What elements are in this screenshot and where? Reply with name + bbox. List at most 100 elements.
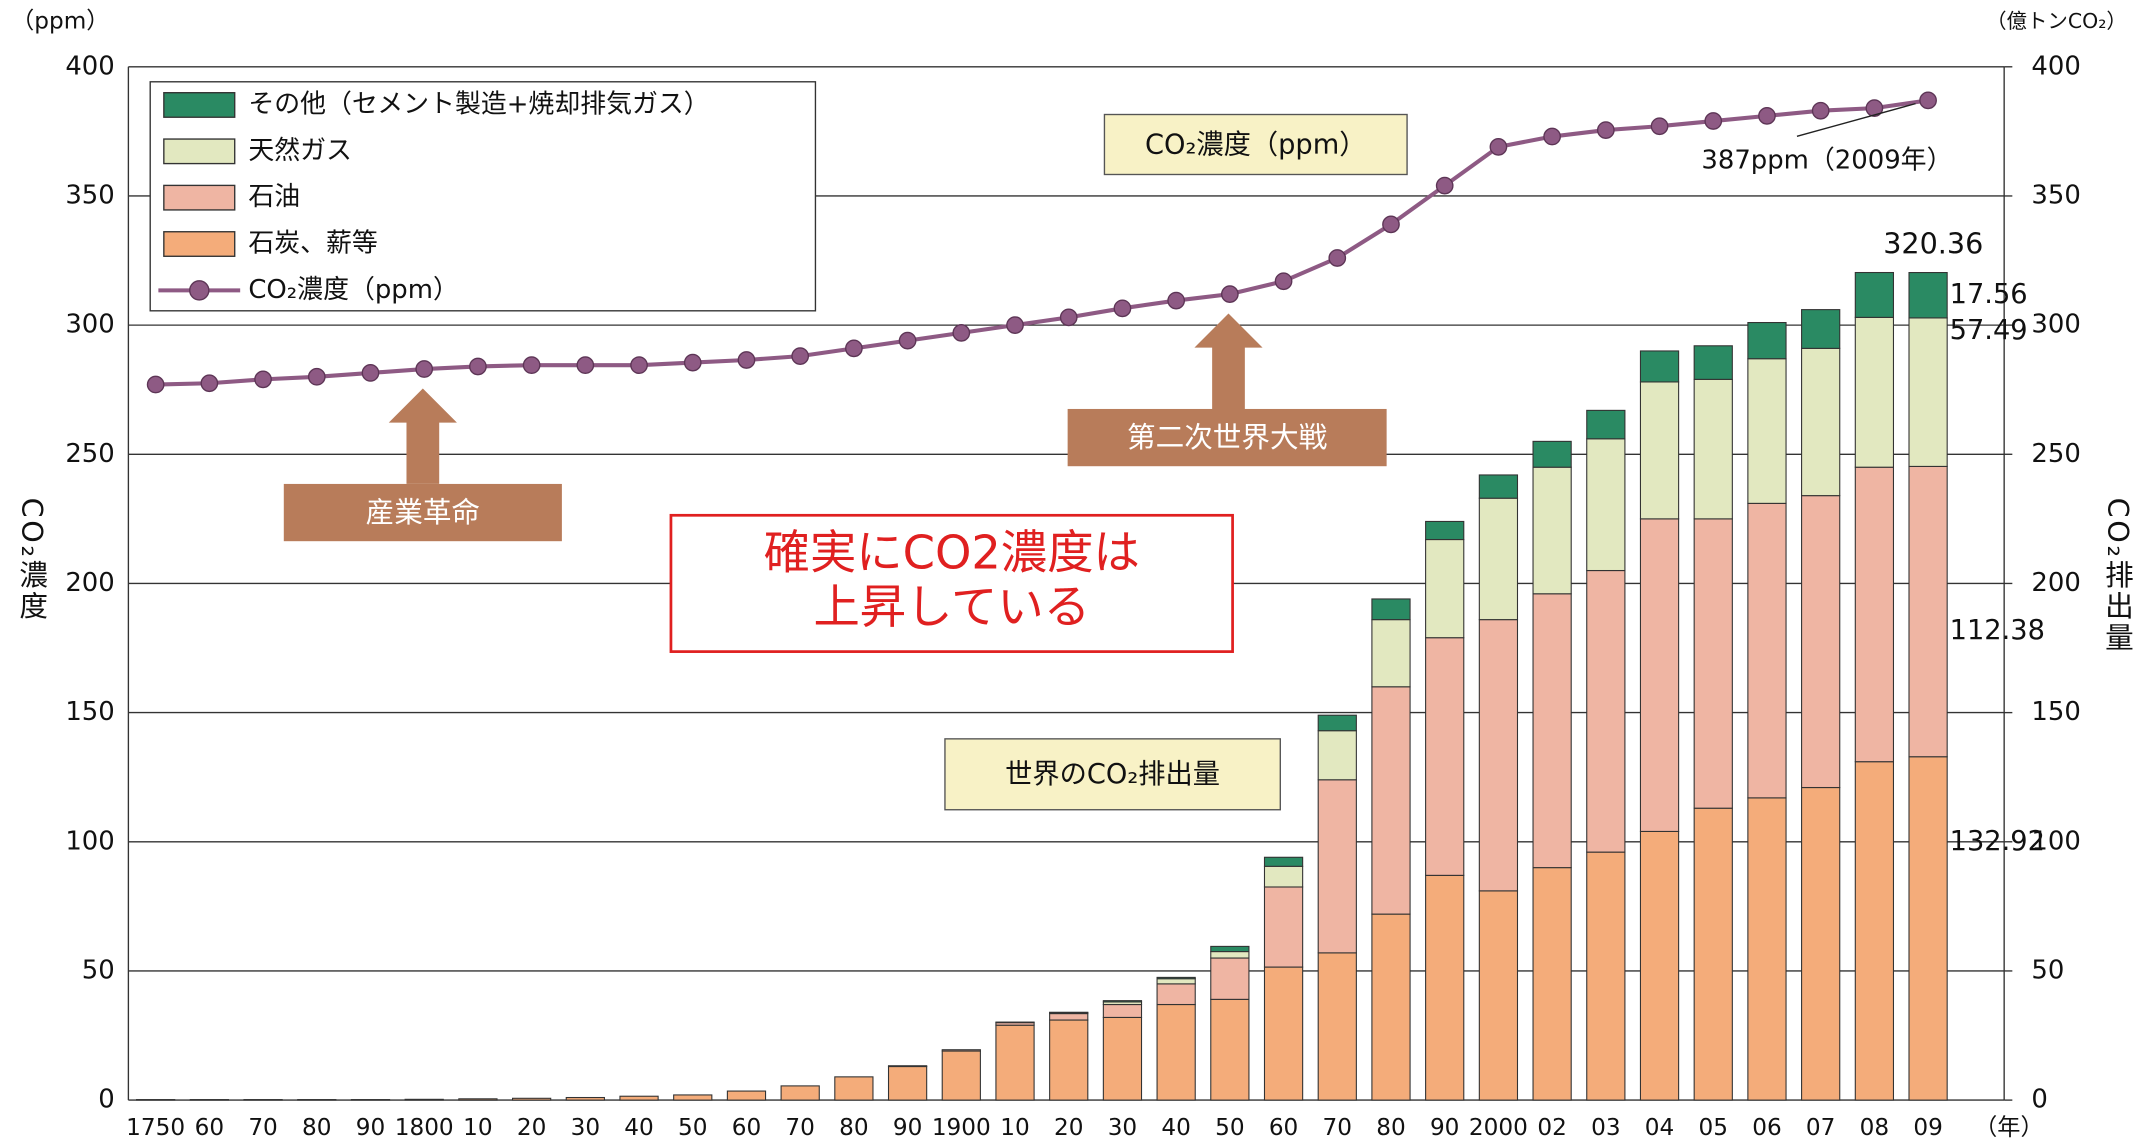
- point: [1919, 91, 1937, 110]
- y-tick-label: 200: [65, 568, 114, 598]
- bar-segment: [1049, 1019, 1089, 1101]
- legend-marker: [189, 280, 210, 301]
- point: [1167, 291, 1186, 310]
- x-tick-label: 50: [678, 1114, 707, 1141]
- data-label: 17.56: [1950, 279, 2028, 310]
- x-tick-label: 20: [517, 1114, 546, 1141]
- legend-label: CO₂濃度（ppm）: [248, 275, 458, 305]
- x-tick-label: 06: [1752, 1114, 1781, 1141]
- bar-segment: [1639, 518, 1680, 832]
- bar-segment: [1532, 466, 1572, 595]
- y2-tick-label: 200: [2031, 568, 2080, 598]
- bar-segment: [1263, 856, 1304, 867]
- y-tick-label: 50: [82, 955, 115, 985]
- bar-segment: [1156, 983, 1196, 1006]
- label-box: [1103, 113, 1408, 176]
- bar-segment: [1371, 619, 1411, 688]
- point: [200, 374, 219, 393]
- bar-segment: [1908, 756, 1948, 1101]
- bar-segment: [1210, 951, 1250, 959]
- unit-label: （億トンCO₂）: [1986, 9, 2127, 33]
- x-tick-label: 1750: [126, 1114, 185, 1141]
- bar-segment: [1801, 786, 1841, 1101]
- point: [1543, 127, 1561, 146]
- point: [898, 331, 917, 350]
- bar-segment: [1371, 598, 1411, 621]
- bar-segment: [1102, 1016, 1143, 1101]
- x-tick-label: 70: [248, 1114, 277, 1141]
- arrow: [1194, 313, 1263, 409]
- bar-segment: [1102, 1000, 1143, 1003]
- point: [254, 370, 272, 389]
- point: [1435, 176, 1454, 195]
- x-tick-label: 1800: [395, 1114, 454, 1141]
- point: [1220, 285, 1239, 303]
- bar-segment: [887, 1065, 928, 1101]
- bar-segment: [1156, 1003, 1196, 1101]
- bar-segment: [1747, 502, 1787, 799]
- bar-segment: [1908, 317, 1948, 467]
- bar-segment: [1586, 409, 1626, 440]
- legend-swatch: [163, 231, 236, 257]
- x-tick-label: 60: [732, 1114, 761, 1141]
- bar-segment: [1639, 830, 1680, 1101]
- annotation: 第二次世界大戦: [1127, 420, 1328, 454]
- bar-segment: [1049, 1011, 1089, 1014]
- unit-label: （年）: [1974, 1114, 2043, 1141]
- x-tick-label: 90: [1430, 1114, 1459, 1141]
- bar-segment: [887, 1065, 928, 1068]
- annotation: 上昇している: [813, 580, 1090, 634]
- bar-segment: [941, 1049, 981, 1052]
- bar-segment: [1425, 538, 1465, 639]
- bar-segment: [1908, 465, 1948, 758]
- bar-segment: [1317, 714, 1357, 732]
- point: [1006, 316, 1024, 334]
- bar-segment: [297, 1099, 337, 1101]
- annotation: 320.36: [1883, 226, 1983, 260]
- x-tick-label: 20: [1054, 1114, 1083, 1141]
- point: [1328, 249, 1347, 267]
- x-tick-label: 60: [1269, 1114, 1298, 1141]
- x-tick-label: 30: [1108, 1114, 1137, 1141]
- x-tick-label: 80: [1376, 1114, 1405, 1141]
- legend-label: 石油: [248, 182, 300, 212]
- x-tick-label: 10: [1000, 1114, 1029, 1141]
- point: [1758, 107, 1776, 125]
- data-label: 112.38: [1950, 615, 2045, 646]
- x-tick-label: 1900: [932, 1114, 991, 1141]
- bar-segment: [1317, 779, 1357, 954]
- y2-tick-label: 0: [2031, 1085, 2047, 1115]
- x-tick-label: 05: [1699, 1114, 1728, 1141]
- x-tick-label: 08: [1860, 1114, 1889, 1141]
- bar-segment: [1586, 569, 1626, 853]
- y2-tick-label: 250: [2031, 439, 2080, 469]
- bar-segment: [1317, 952, 1357, 1101]
- point: [1865, 99, 1884, 117]
- x-tick-label: 60: [195, 1114, 224, 1141]
- bar-segment: [1049, 1013, 1089, 1021]
- bar-segment: [350, 1099, 391, 1101]
- unit-label: （ppm）: [11, 7, 109, 34]
- point: [845, 339, 863, 358]
- bar-segment: [1801, 347, 1841, 497]
- bar-segment: [1210, 957, 1250, 1000]
- y-tick-label: 350: [65, 180, 114, 210]
- x-tick-label: 09: [1913, 1114, 1942, 1141]
- bar-segment: [1693, 518, 1733, 809]
- bar-segment: [995, 1021, 1035, 1024]
- point: [1811, 101, 1830, 120]
- legend-label: 石炭、薪等: [248, 229, 377, 259]
- bar-segment: [995, 1024, 1035, 1101]
- label-box: [283, 483, 562, 542]
- bar-segment: [243, 1099, 283, 1101]
- y2-tick-label: 50: [2031, 955, 2064, 985]
- point: [1059, 308, 1078, 327]
- point: [576, 356, 595, 375]
- bar-segment: [1156, 976, 1196, 980]
- y-tick-label: 250: [65, 439, 114, 469]
- bar-segment: [1747, 358, 1787, 504]
- bar-segment: [1908, 272, 1948, 319]
- bar-segment: [1371, 686, 1411, 915]
- bar-segment: [1263, 865, 1304, 888]
- x-tick-label: 30: [571, 1114, 600, 1141]
